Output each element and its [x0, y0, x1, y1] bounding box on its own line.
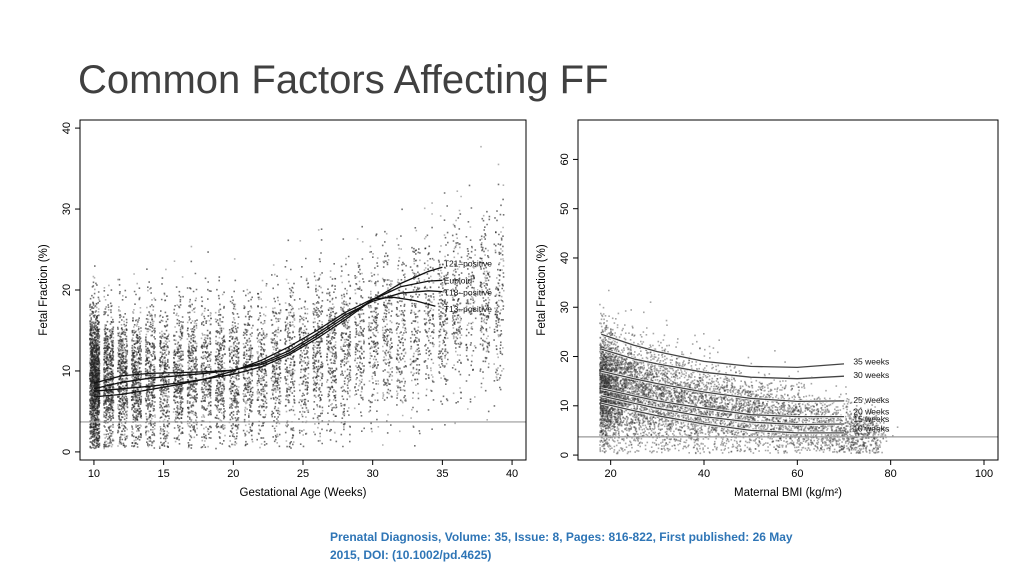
x-tick-label: 80	[885, 468, 897, 480]
series-label: T13–positive	[444, 304, 492, 314]
series-label: 25 weeks	[853, 395, 889, 405]
series-label: 10 weeks	[853, 423, 889, 433]
y-tick-label: 30	[559, 301, 571, 313]
series-label: 20 weeks	[853, 407, 889, 417]
series-line-1	[601, 348, 845, 380]
y-tick-label: 0	[61, 449, 73, 455]
y-tick-label: 10	[61, 365, 73, 377]
series-line-4	[601, 395, 845, 426]
y-tick-label: 0	[559, 452, 571, 458]
series-label: T21–positive	[444, 258, 492, 268]
x-tick-label: 10	[88, 468, 100, 480]
series-label: 15 weeks	[853, 414, 889, 424]
y-tick-label: 50	[559, 203, 571, 215]
slide-title: Common Factors Affecting FF	[78, 58, 609, 102]
citation-text: Prenatal Diagnosis, Volume: 35, Issue: 8…	[330, 530, 793, 562]
x-tick-label: 40	[506, 468, 518, 480]
y-tick-label: 40	[61, 122, 73, 134]
x-axis-label: Gestational Age (Weeks)	[240, 487, 367, 499]
series-label: Euploid	[444, 275, 473, 285]
series-line-0	[601, 333, 845, 369]
x-tick-label: 40	[698, 468, 710, 480]
y-tick-label: 20	[559, 350, 571, 362]
y-tick-label: 30	[61, 203, 73, 215]
series-label: 30 weeks	[853, 370, 889, 380]
series-line-0	[93, 266, 443, 392]
y-tick-label: 10	[559, 400, 571, 412]
y-tick-label: 60	[559, 153, 571, 165]
series-line-2	[93, 290, 443, 390]
series-line-5	[601, 402, 844, 434]
x-tick-label: 20	[227, 468, 239, 480]
series-line-2	[601, 370, 845, 403]
x-axis-label: Maternal BMI (kg/m²)	[734, 487, 842, 499]
series-label: 35 weeks	[853, 356, 889, 366]
x-tick-label: 15	[158, 468, 170, 480]
series-line-3	[601, 387, 844, 418]
x-tick-label: 25	[297, 468, 309, 480]
scatter-points	[599, 289, 899, 455]
plot-frame	[577, 119, 999, 461]
x-tick-label: 20	[605, 468, 617, 480]
scatter-points	[89, 145, 505, 450]
y-tick-label: 40	[559, 252, 571, 264]
x-tick-label: 30	[367, 468, 379, 480]
gestational-age-scatter-plot: T21–positive Euploid T18–positive T13–posit…	[38, 119, 527, 499]
series-line-1	[93, 279, 443, 384]
x-tick-label: 100	[975, 468, 993, 480]
y-axis-label: Fetal Fraction (%)	[38, 244, 50, 336]
y-axis-label: Fetal Fraction (%)	[536, 244, 548, 336]
x-tick-label: 35	[436, 468, 448, 480]
series-line-3	[93, 296, 436, 398]
y-tick-label: 20	[61, 284, 73, 296]
series-label: T18–positive	[444, 287, 492, 297]
x-tick-label: 60	[791, 468, 803, 480]
